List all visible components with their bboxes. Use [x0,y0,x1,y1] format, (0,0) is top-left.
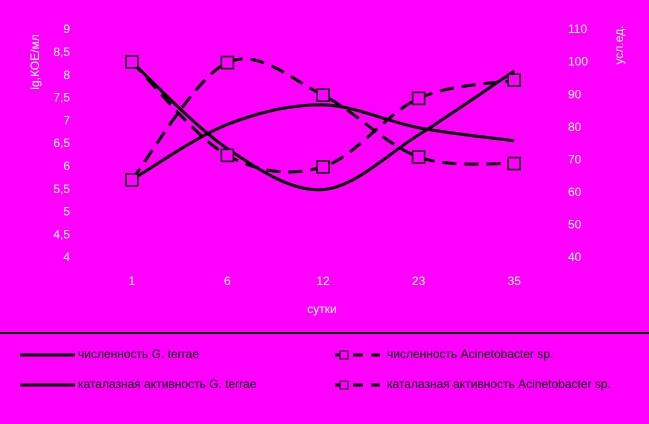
y-tick-label: 9 [63,22,70,36]
point-marker [220,55,235,70]
point-marker [125,55,139,69]
y-tick-label: 6,5 [53,136,70,150]
legend-marker [339,380,349,390]
y-axis-title: lg,КОЕ/мл [28,34,42,89]
point-marker [316,88,330,102]
legend-label: каталазная активность G. terrae [78,377,257,391]
y-tick-label: 5,5 [53,182,70,196]
point-marker [507,73,521,87]
y2-tick-label: 100 [568,55,588,69]
y2-tick-label: 50 [568,218,582,232]
y2-tick-label: 40 [568,250,582,264]
y-tick-label: 4,5 [53,227,70,241]
y-tick-label: 4 [63,250,70,264]
y-tick-label: 7,5 [53,91,70,105]
x-axis-title: сутки [307,302,336,316]
y2-tick-label: 70 [568,152,582,166]
y2-axis-title: усл.ед. [612,26,626,65]
y2-tick-label: 80 [568,120,582,134]
y-tick-label: 6 [63,159,70,173]
y-tick-label: 8 [63,68,70,82]
x-tick-label: 6 [224,274,231,288]
y-tick-label: 8,5 [53,45,70,59]
legend-marker [339,350,349,360]
series-line [130,60,516,192]
x-tick-label: 23 [412,274,426,288]
x-tick-label: 1 [128,274,135,288]
series-line [131,103,515,182]
point-marker [125,173,139,187]
point-marker [411,150,426,164]
point-marker [220,148,235,163]
point-marker [507,156,521,171]
y2-tick-label: 60 [568,185,582,199]
legend-label: каталазная активность Acinetobacter sp. [387,377,611,391]
legend-label: численность Acinetobacter sp. [387,347,553,361]
y-tick-label: 5 [63,205,70,219]
y2-tick-label: 90 [568,87,582,101]
y2-tick-label: 110 [568,22,587,36]
x-tick-label: 12 [316,274,330,288]
legend-label: численность G. terrae [78,347,199,361]
y-tick-label: 7 [63,113,70,127]
point-marker [411,91,426,106]
point-marker [316,160,330,174]
x-tick-label: 35 [508,274,522,288]
